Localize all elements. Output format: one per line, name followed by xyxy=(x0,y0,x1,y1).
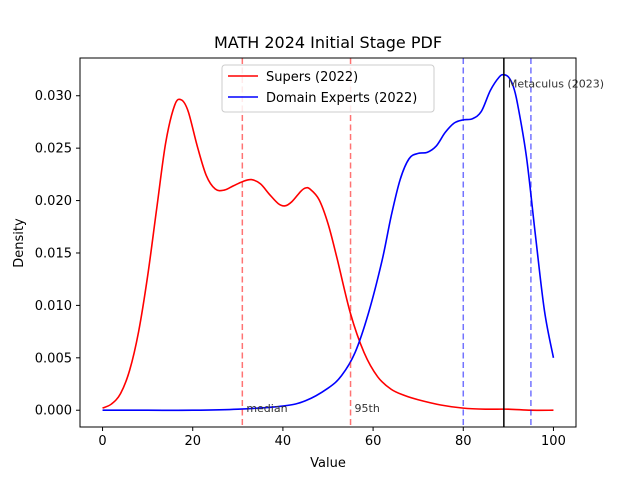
y-tick-label: 0.000 xyxy=(35,404,72,419)
series-line-supers xyxy=(102,98,554,412)
legend-label-domain-experts: Domain Experts (2022) xyxy=(266,91,417,106)
y-tick-label: 0.010 xyxy=(35,299,72,314)
y-tick-label: 0.005 xyxy=(35,351,72,366)
x-tick-label: 0 xyxy=(98,434,106,449)
x-tick-label: 40 xyxy=(275,434,292,449)
series-line-domain-experts xyxy=(102,73,555,412)
plot-frame xyxy=(79,57,577,428)
x-tick-label: 100 xyxy=(541,434,566,449)
legend-box xyxy=(221,64,435,113)
y-tick-label: 0.025 xyxy=(35,142,72,157)
plot-area: median 95th Metaculus (2023) 0 20 40 60 80 100 0.… xyxy=(35,57,604,449)
x-axis-label: Value xyxy=(310,456,346,471)
x-tick-label: 20 xyxy=(184,434,201,449)
y-tick-label: 0.030 xyxy=(35,89,72,104)
median-annotation: median xyxy=(246,402,287,415)
y-tick-label: 0.020 xyxy=(35,194,72,209)
legend: Supers (2022) Domain Experts (2022) xyxy=(221,64,435,113)
legend-label-supers: Supers (2022) xyxy=(266,70,358,85)
metaculus-annotation: Metaculus (2023) xyxy=(508,77,604,90)
chart-title: MATH 2024 Initial Stage PDF xyxy=(214,33,442,52)
95th-annotation: 95th xyxy=(355,402,380,415)
y-axis-label: Density xyxy=(12,218,27,268)
x-tick-label: 60 xyxy=(365,434,382,449)
x-tick-label: 80 xyxy=(455,434,472,449)
y-tick-label: 0.015 xyxy=(35,246,72,261)
